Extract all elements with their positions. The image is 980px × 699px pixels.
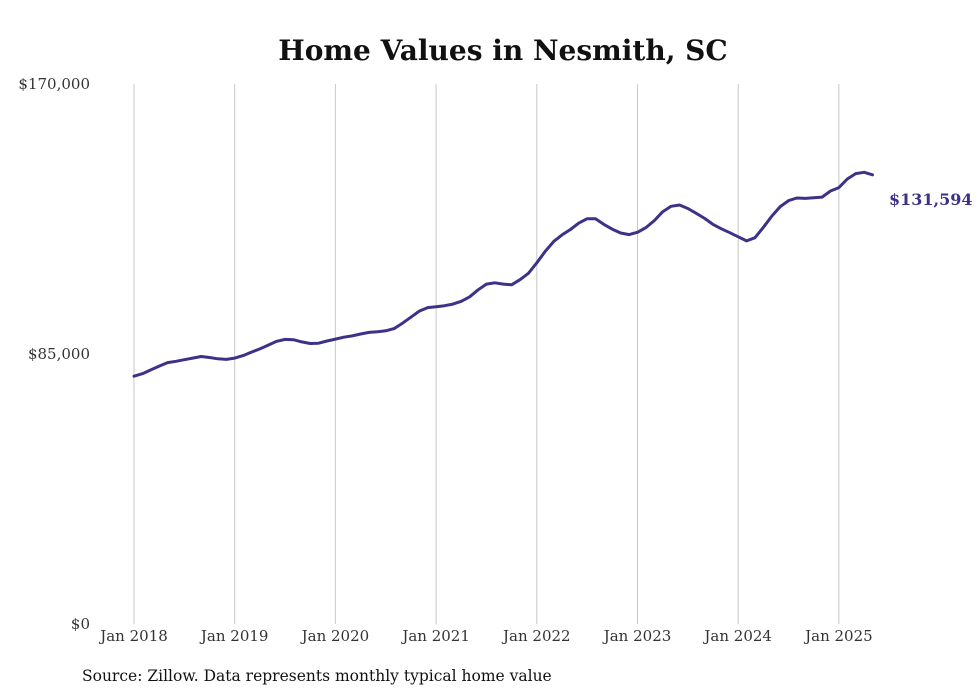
x-tick-label: Jan 2023 [602, 627, 672, 645]
x-tick-label: Jan 2022 [501, 627, 571, 645]
chart-title: Home Values in Nesmith, SC [278, 34, 727, 67]
x-tick-label: Jan 2019 [199, 627, 269, 645]
x-tick-label: Jan 2024 [702, 627, 772, 645]
x-tick-label: Jan 2020 [300, 627, 370, 645]
source-note: Source: Zillow. Data represents monthly … [82, 667, 552, 685]
grid-lines [133, 84, 840, 624]
y-tick-label: $85,000 [28, 345, 90, 363]
x-tick-label: Jan 2025 [803, 627, 873, 645]
y-axis-ticks: $0 $85,000 $170,000 [18, 75, 90, 633]
x-tick-label: Jan 2018 [98, 627, 168, 645]
x-axis-ticks: Jan 2018 Jan 2019 Jan 2020 Jan 2021 Jan 2022… [98, 627, 872, 645]
x-tick-label: Jan 2021 [400, 627, 470, 645]
series-lines [132, 170, 874, 378]
series-line-0 [132, 170, 874, 378]
y-tick-label: $0 [71, 615, 90, 633]
y-tick-label: $170,000 [18, 75, 90, 93]
end-value-label: $131,594 [889, 190, 973, 209]
